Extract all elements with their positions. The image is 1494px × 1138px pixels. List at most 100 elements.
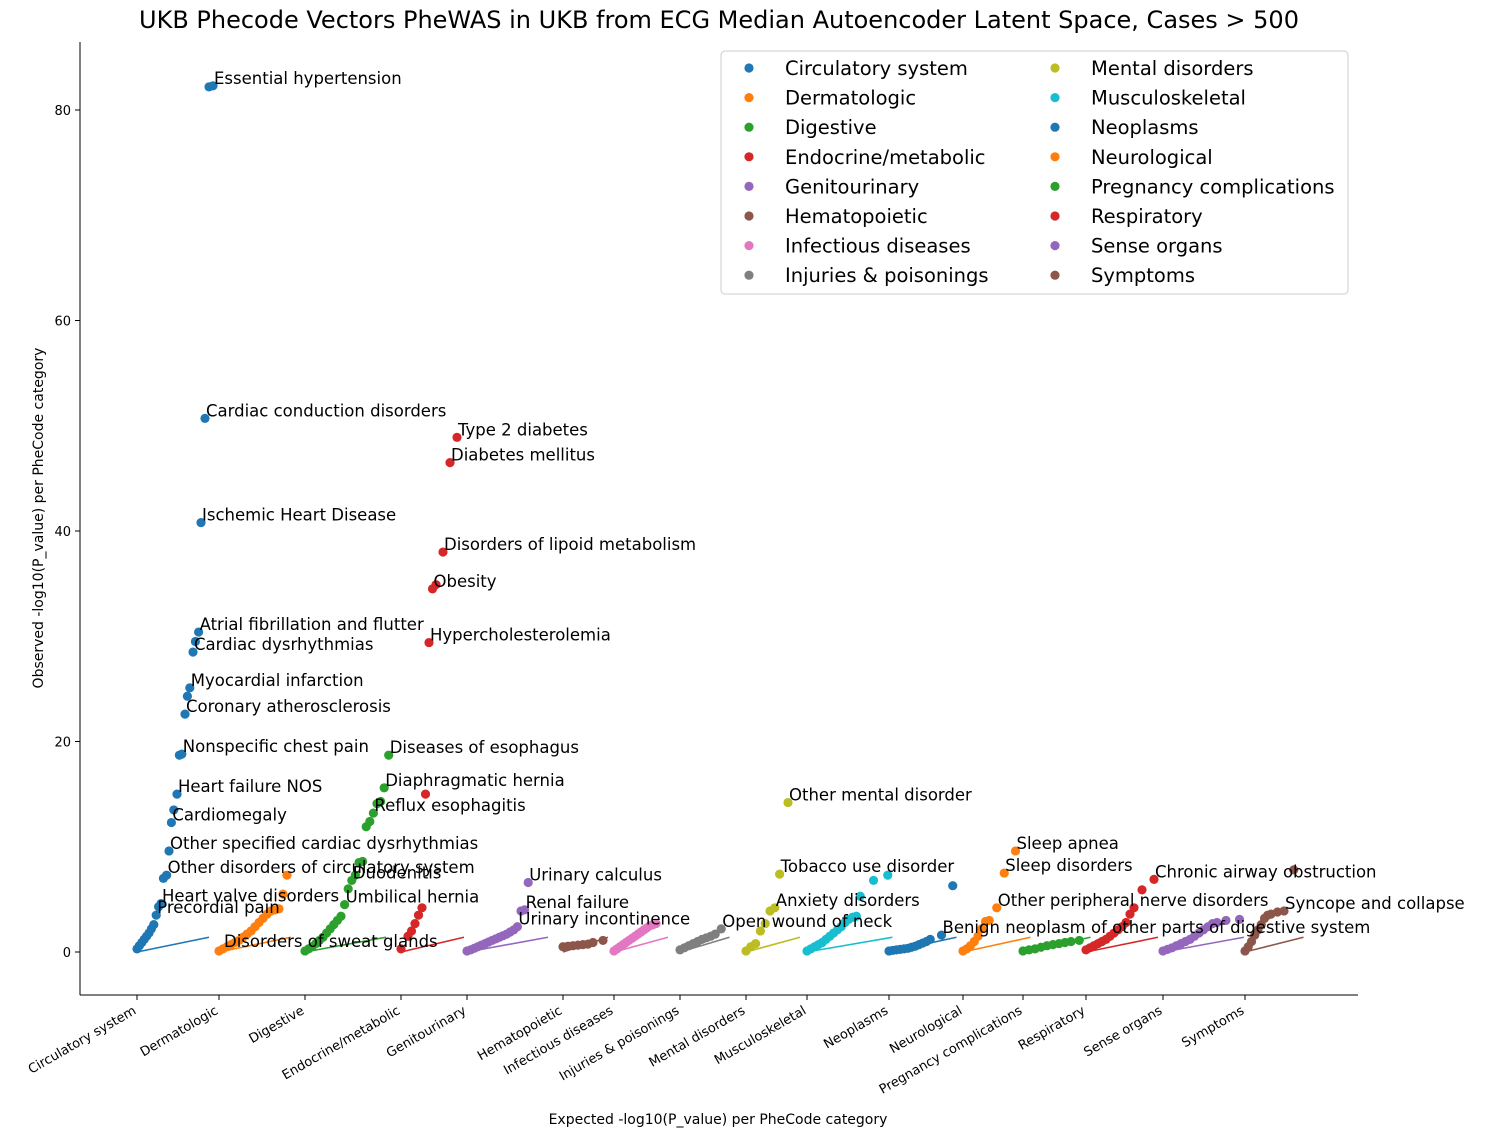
expected-line: [745, 936, 801, 953]
point-annotation: Open wound of neck: [722, 912, 892, 931]
data-point: [452, 432, 462, 442]
legend-label: Dermatologic: [785, 87, 916, 110]
data-point: [1279, 906, 1289, 916]
legend-label: Neoplasms: [1091, 116, 1199, 139]
point-annotation: Essential hypertension: [214, 69, 402, 88]
legend-label: Hematopoietic: [785, 205, 928, 228]
x-tick-label: Symptoms: [1179, 1003, 1247, 1051]
data-point: [200, 413, 210, 423]
data-point: [365, 816, 375, 827]
legend-label: Pregnancy complications: [1091, 175, 1335, 198]
data-point: [177, 749, 187, 759]
data-point: [172, 789, 182, 799]
data-point: [350, 870, 360, 880]
data-point: [169, 805, 179, 815]
expected-line: [806, 936, 893, 953]
data-point: [1212, 917, 1222, 928]
legend-label: Symptoms: [1091, 264, 1195, 287]
legend-box: [720, 50, 1349, 295]
data-point: [883, 870, 893, 880]
annotations: Essential hypertension Cardiac conduction…: [157, 69, 1464, 951]
data-point: [149, 920, 159, 930]
x-tick-label: Respiratory: [1016, 1003, 1088, 1053]
data-point: [343, 884, 353, 894]
legend-marker: [1050, 241, 1060, 251]
data-points: [132, 81, 1299, 956]
data-point: [208, 81, 218, 91]
data-point: [1074, 935, 1084, 946]
x-tick-label: Sense organs: [1082, 1003, 1166, 1060]
point-annotation: Myocardial infarction: [191, 671, 364, 690]
legend-label: Musculoskeletal: [1091, 87, 1246, 110]
legend-marker: [1050, 93, 1060, 103]
data-point: [379, 783, 389, 793]
data-point: [775, 869, 785, 879]
point-annotation: Other disorders of circulatory system: [168, 858, 475, 877]
data-point: [999, 868, 1009, 878]
data-point: [406, 926, 417, 936]
legend-label: Endocrine/metabolic: [785, 146, 986, 169]
legend-label: Injuries & poisonings: [785, 264, 989, 287]
data-point: [1137, 885, 1147, 895]
y-tick-label: 40: [54, 525, 71, 540]
legend-label: Mental disorders: [1091, 57, 1254, 80]
data-point: [651, 918, 661, 929]
data-point: [340, 900, 350, 910]
point-annotation: Diabetes mellitus: [451, 446, 595, 465]
data-point: [1234, 914, 1245, 924]
point-annotation: Heart failure NOS: [178, 777, 322, 796]
data-point: [445, 457, 455, 468]
data-point: [760, 918, 770, 929]
legend-label: Sense organs: [1091, 235, 1223, 258]
point-annotation: Umbilical hernia: [346, 888, 480, 907]
point-annotation: Precordial pain: [157, 898, 280, 917]
point-annotation: Syncope and collapse: [1285, 894, 1465, 913]
data-point: [438, 547, 448, 557]
data-point: [783, 797, 793, 808]
point-annotation: Reflux esophagitis: [374, 796, 525, 815]
point-annotation: Chronic airway obstruction: [1155, 862, 1377, 881]
data-point: [868, 875, 879, 886]
data-point: [1121, 917, 1131, 928]
data-point: [1289, 865, 1299, 875]
expected-line: [218, 936, 292, 953]
data-point: [977, 924, 987, 934]
point-annotation: Diaphragmatic hernia: [385, 771, 565, 790]
data-point: [523, 877, 533, 888]
point-annotation: Ischemic Heart Disease: [202, 506, 396, 525]
data-point: [1066, 936, 1076, 947]
legend-marker: [744, 181, 754, 191]
point-annotation: Type 2 diabetes: [457, 420, 588, 439]
point-annotation: Cardiac conduction disorders: [206, 401, 446, 420]
point-annotation: Benign neoplasm of other parts of digest…: [943, 918, 1371, 937]
data-point: [368, 808, 378, 818]
x-tick-label: Neoplasms: [821, 1003, 891, 1052]
point-annotation: Hypercholesterolemia: [430, 626, 611, 645]
data-point: [156, 898, 166, 909]
data-point: [751, 938, 761, 949]
data-point: [151, 910, 161, 920]
legend-marker: [1050, 152, 1060, 162]
legend-label: Infectious diseases: [785, 235, 971, 258]
point-annotation: Disorders of sweat glands: [224, 932, 438, 951]
expected-line: [136, 936, 210, 953]
data-point: [770, 903, 780, 913]
data-point: [973, 931, 983, 941]
point-annotation: Other specified cardiac dysrhythmias: [170, 834, 478, 853]
point-annotation: Other peripheral nerve disorders: [998, 891, 1269, 910]
x-tick-label: Circulatory system: [26, 1003, 139, 1077]
data-point: [424, 637, 434, 648]
point-annotation: Anxiety disorders: [776, 891, 920, 910]
point-annotation: Sleep apnea: [1017, 834, 1119, 853]
legend-marker: [1050, 63, 1060, 73]
y-tick-label: 20: [54, 736, 71, 751]
x-tick-label: Dermatologic: [138, 1003, 221, 1060]
data-point: [166, 817, 176, 828]
y-tick-label: 60: [54, 315, 71, 330]
legend-label: Digestive: [785, 116, 877, 139]
legend-label: Respiratory: [1091, 205, 1203, 228]
legend-marker: [744, 63, 754, 73]
data-point: [520, 905, 530, 915]
data-point: [512, 922, 523, 932]
data-point: [358, 856, 368, 867]
